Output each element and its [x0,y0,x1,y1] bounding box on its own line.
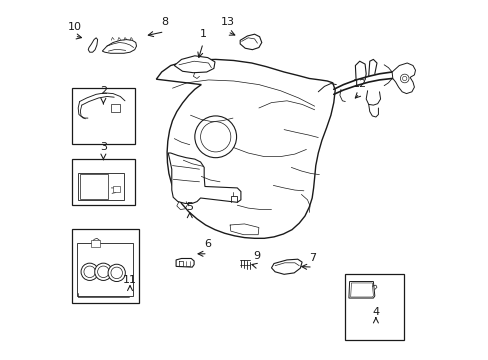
Text: 1: 1 [199,29,206,39]
Text: 8: 8 [161,17,168,27]
Circle shape [108,264,125,282]
Bar [72,229,139,303]
Bar [78,173,124,200]
Polygon shape [348,282,374,298]
Bar [113,186,120,192]
Circle shape [194,116,236,158]
Circle shape [95,263,112,280]
Circle shape [98,266,109,278]
Text: 6: 6 [204,239,211,249]
Text: 3: 3 [100,142,107,152]
Polygon shape [240,34,261,50]
Bar [344,274,403,340]
Polygon shape [350,283,373,297]
Polygon shape [176,258,194,267]
Text: 11: 11 [123,275,137,285]
Text: 9: 9 [252,251,260,261]
Polygon shape [156,59,335,238]
Bar [77,243,133,296]
Circle shape [400,74,408,83]
Polygon shape [174,56,215,73]
Text: 7: 7 [309,253,316,263]
Text: 10: 10 [67,22,81,32]
Text: 13: 13 [220,17,234,27]
Text: 2: 2 [100,86,107,96]
Circle shape [111,267,122,279]
Bar [80,174,107,199]
Polygon shape [391,63,415,94]
Bar [72,88,135,144]
Circle shape [402,76,406,81]
Circle shape [200,122,230,152]
Bar [91,240,101,247]
Polygon shape [88,38,98,52]
Bar [72,159,135,205]
Bar [111,104,120,112]
Circle shape [81,263,98,280]
Circle shape [84,266,95,278]
Text: 4: 4 [371,307,379,317]
Text: 5: 5 [186,202,193,212]
Polygon shape [271,259,302,274]
Polygon shape [102,40,136,53]
Text: 12: 12 [352,79,366,89]
Polygon shape [168,153,241,203]
